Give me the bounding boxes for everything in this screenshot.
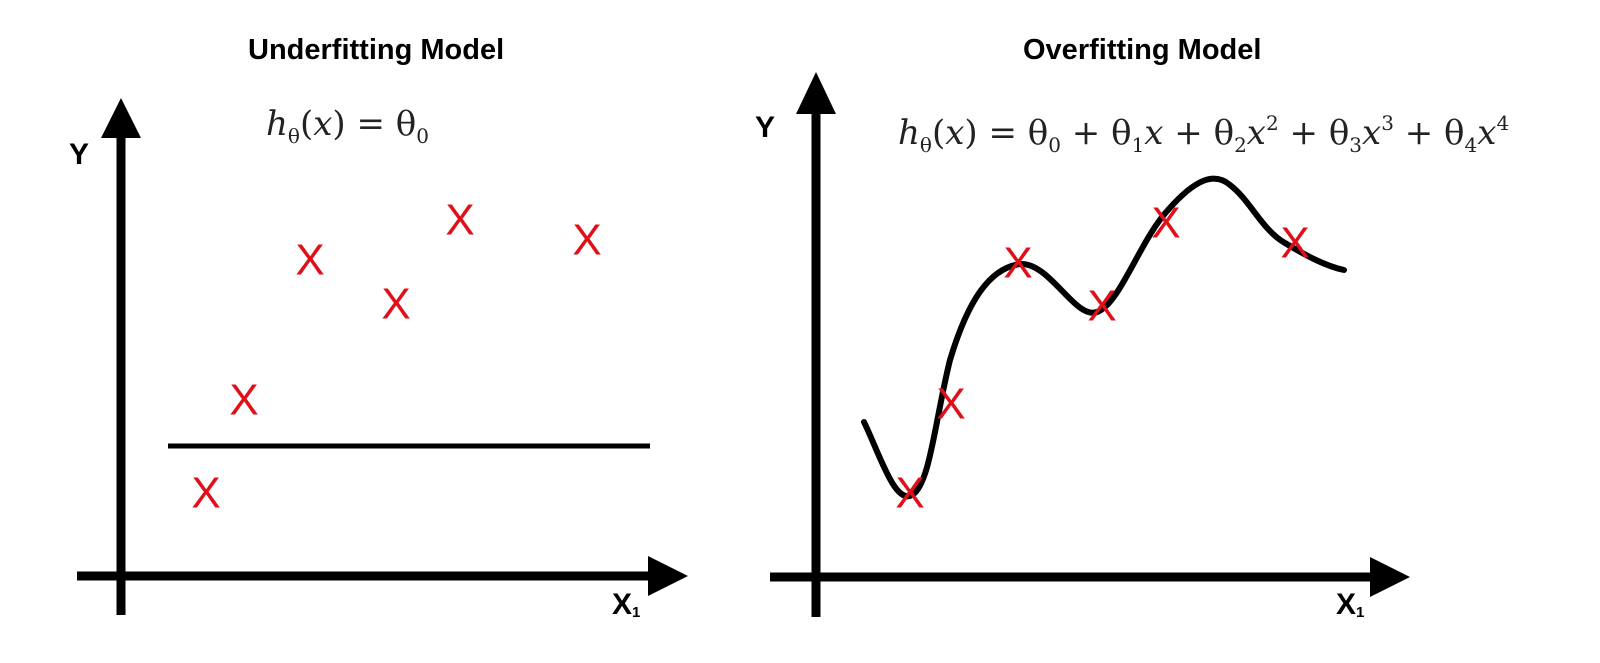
left-y-axis-label: Y xyxy=(69,138,90,171)
right-axes xyxy=(770,72,1410,617)
overfitting-data-point-2: X xyxy=(936,380,965,429)
overfitting-data-point-6: X xyxy=(1280,219,1309,268)
underfitting-data-point-2: X xyxy=(229,376,258,425)
left-x-axis-arrowhead xyxy=(648,556,688,596)
underfitting-data-point-4: X xyxy=(381,280,410,329)
underfitting-title: Underfitting Model xyxy=(248,34,505,66)
underfitting-data-point-5: X xyxy=(445,196,474,245)
overfitting-title: Overfitting Model xyxy=(1023,34,1262,66)
right-x-axis-label: X1 xyxy=(1336,588,1365,621)
right-y-axis-arrowhead xyxy=(796,72,836,114)
overfitting-data-point-5: X xyxy=(1151,199,1180,248)
overfitting-data-point-4: X xyxy=(1087,282,1116,331)
overfitting-hypothesis-formula: hθ(x) = θ0 + θ1x + θ2x2 + θ3x3 + θ4x4 xyxy=(898,111,1510,157)
right-x-axis-arrowhead xyxy=(1370,557,1410,597)
right-y-axis-label: Y xyxy=(755,111,776,144)
overfitting-data-point-1: X xyxy=(895,469,924,518)
left-axes xyxy=(77,98,688,615)
underfitting-data-point-1: X xyxy=(191,469,220,518)
underfitting-data-point-6: X xyxy=(572,216,601,265)
overfit-polynomial-curve xyxy=(861,175,1347,500)
underfitting-hypothesis-formula: hθ(x) = θ0 xyxy=(266,104,429,148)
left-y-axis-arrowhead xyxy=(101,98,141,138)
overfitting-data-point-3: X xyxy=(1003,239,1032,288)
underfitting-data-point-3: X xyxy=(295,236,324,285)
left-x-axis-label: X1 xyxy=(612,588,641,621)
